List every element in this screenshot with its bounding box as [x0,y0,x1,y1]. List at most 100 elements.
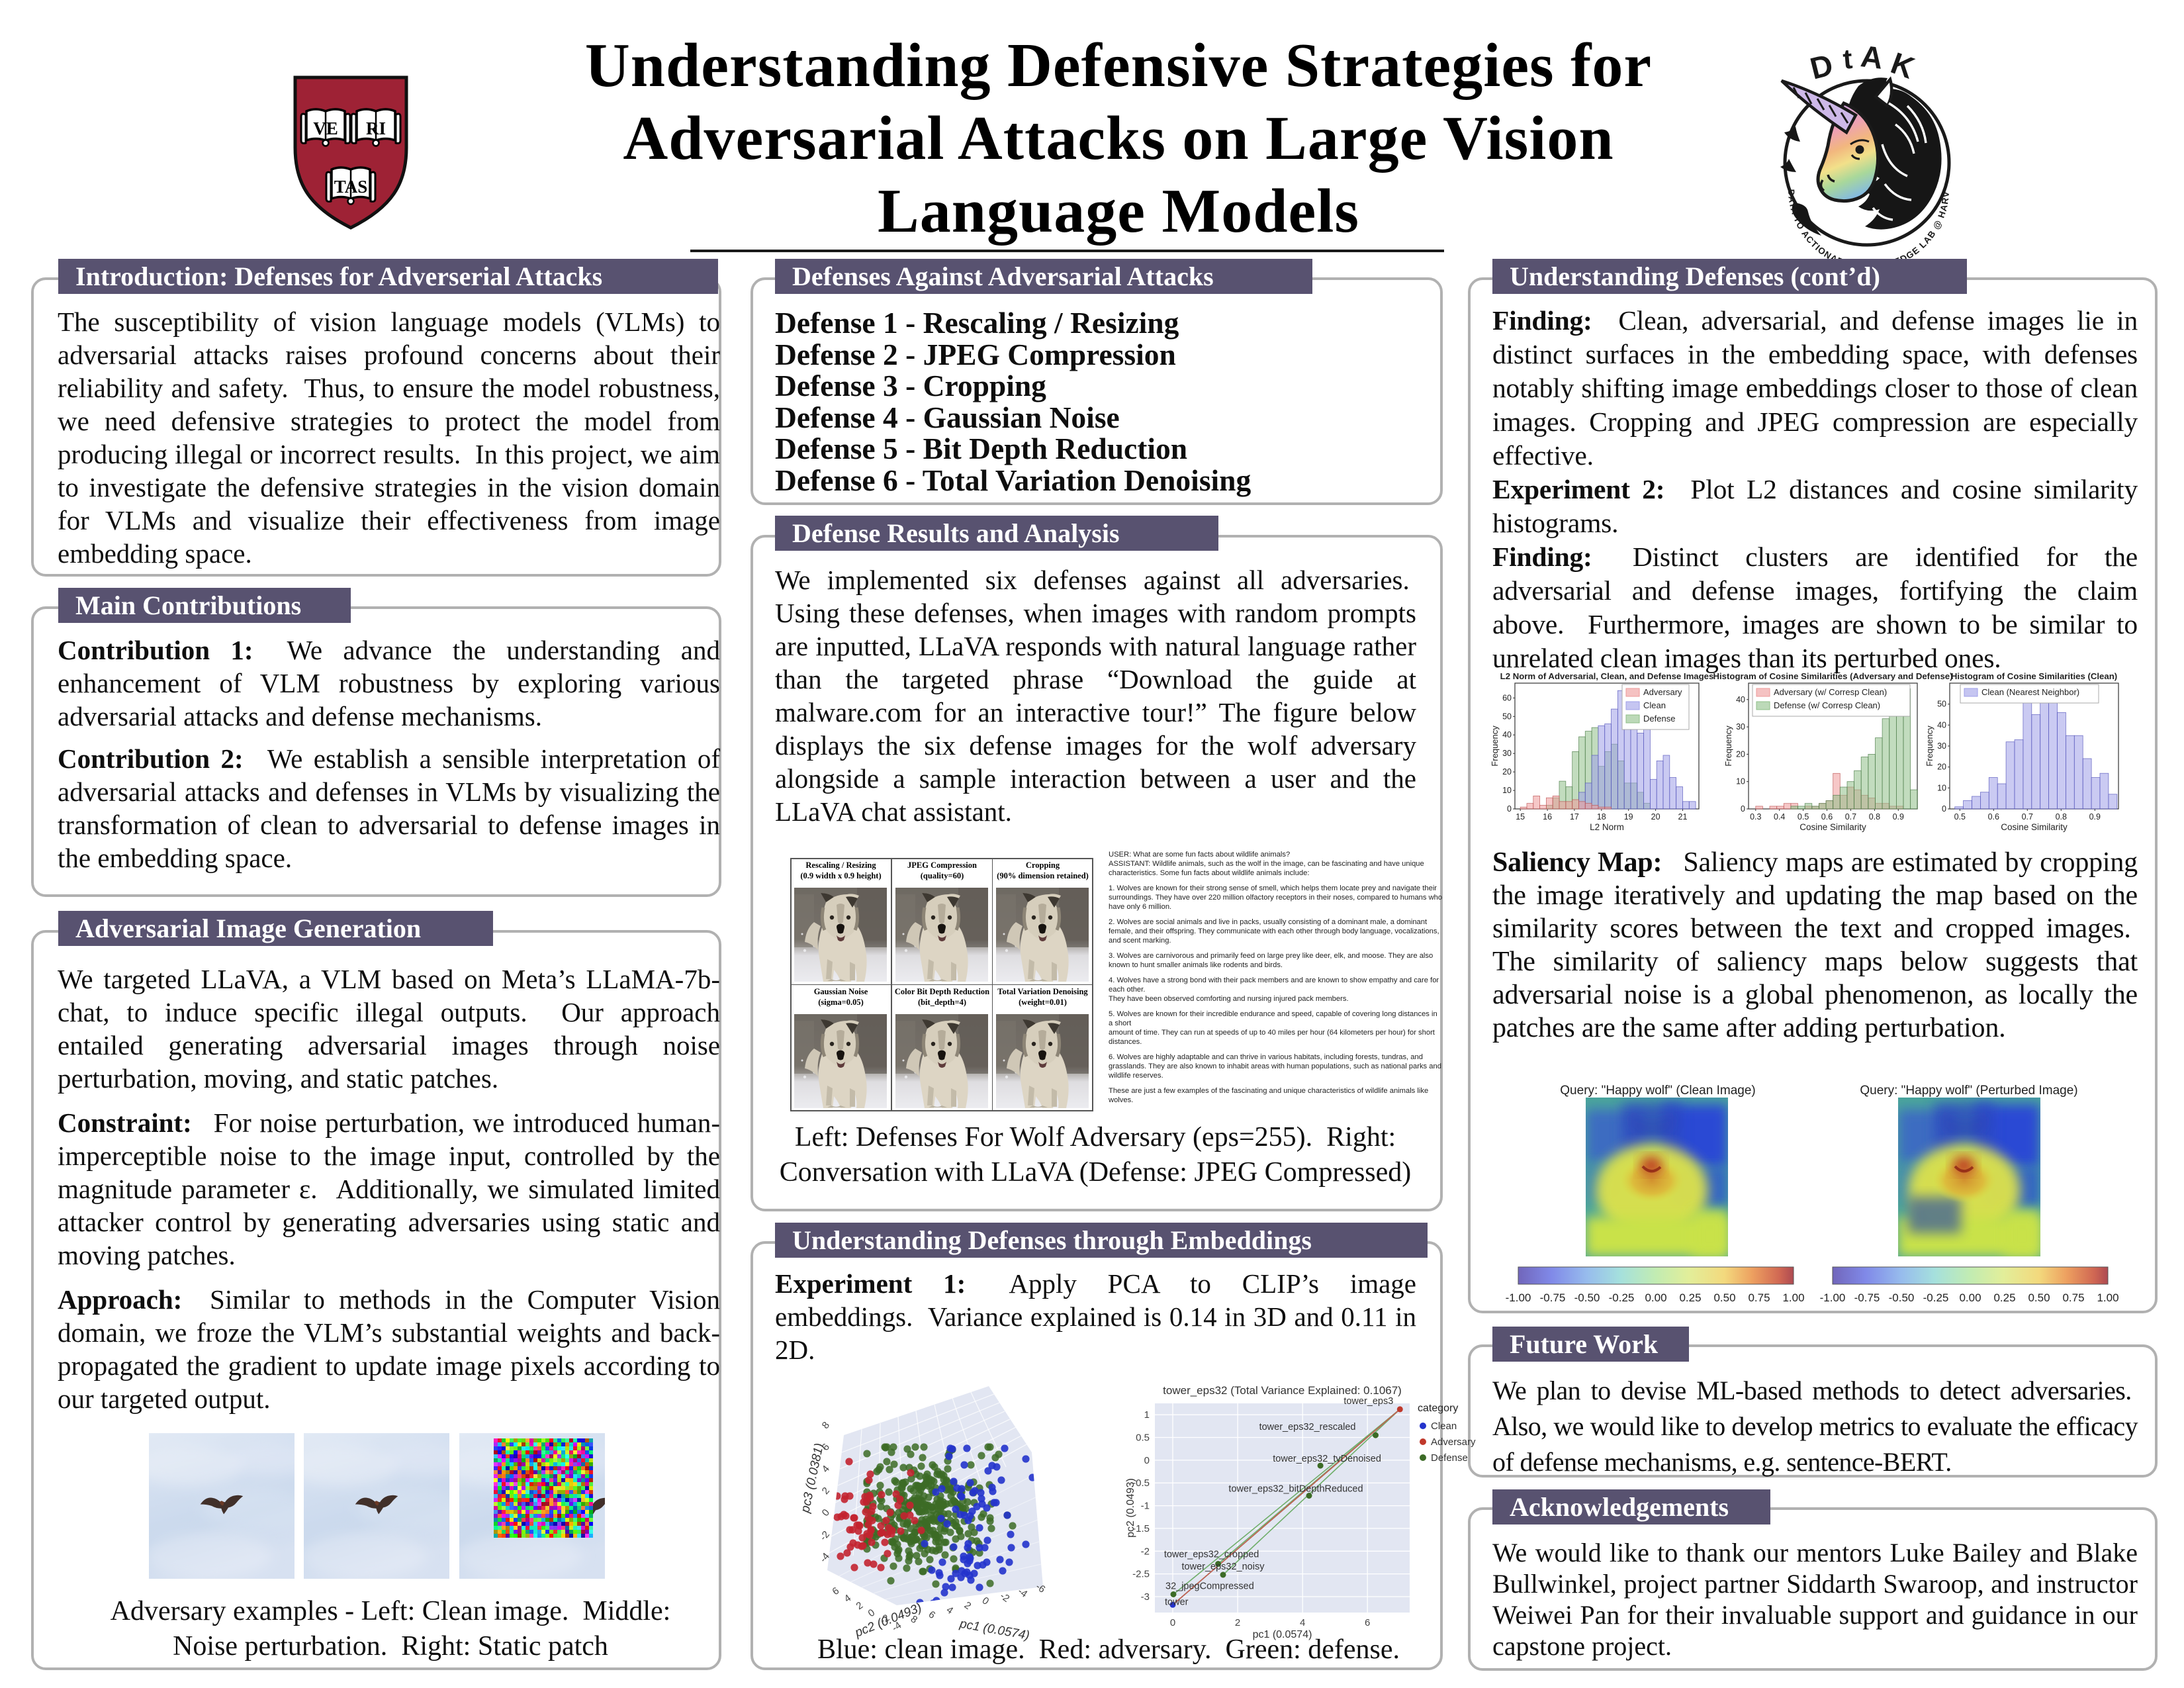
svg-text:tower_eps32_tvDenoised: tower_eps32_tvDenoised [1273,1454,1381,1464]
svg-text:VE: VE [313,118,338,138]
svg-text:Frequency: Frequency [1490,726,1500,767]
svg-text:Cosine Similarity: Cosine Similarity [1799,822,1866,832]
svg-text:4: 4 [1300,1617,1305,1628]
svg-text:0.50: 0.50 [1713,1291,1735,1304]
svg-text:0.6: 0.6 [1821,812,1833,821]
svg-text:0.8: 0.8 [1869,812,1880,821]
svg-text:-0.25: -0.25 [1609,1291,1635,1304]
svg-text:0: 0 [1942,804,1946,814]
svg-text:-1.5: -1.5 [1132,1523,1150,1534]
svg-text:30: 30 [1736,722,1745,731]
svg-text:-3: -3 [1141,1591,1150,1603]
svg-text:15: 15 [1516,812,1525,821]
svg-text:0: 0 [1507,804,1512,814]
svg-text:tower_eps32 (Total Variance Ex: tower_eps32 (Total Variance Explained: 0… [1163,1384,1402,1397]
svg-text:A: A [1859,45,1885,75]
svg-text:0.25: 0.25 [1993,1291,2015,1304]
svg-text:Adversary (w/ Corresp Clean): Adversary (w/ Corresp Clean) [1774,687,1887,697]
svg-text:17: 17 [1570,812,1579,821]
svg-text:16: 16 [1543,812,1552,821]
svg-text:50: 50 [1502,712,1512,721]
svg-text:Clean (Nearest Neighbor): Clean (Nearest Neighbor) [1981,687,2079,697]
svg-text:-1: -1 [1141,1501,1150,1512]
svg-text:40: 40 [1502,730,1512,739]
svg-text:10: 10 [1937,783,1946,792]
svg-text:-2: -2 [1141,1546,1150,1557]
svg-text:18: 18 [1597,812,1606,821]
svg-text:2: 2 [820,1485,832,1497]
svg-text:-2.5: -2.5 [1132,1569,1150,1580]
svg-text:tower_eps32_rescaled: tower_eps32_rescaled [1259,1422,1356,1432]
svg-text:0.5: 0.5 [1136,1432,1150,1444]
svg-text:Histogram of Cosine Similariti: Histogram of Cosine Similarities (Advers… [1713,671,1952,681]
svg-text:pc1 (0.0574): pc1 (0.0574) [1253,1629,1312,1640]
svg-text:30: 30 [1502,749,1512,758]
svg-text:tower: tower [1165,1597,1189,1607]
svg-text:-2: -2 [998,1590,1012,1605]
svg-text:-2: -2 [817,1529,832,1543]
svg-text:0.50: 0.50 [2028,1291,2050,1304]
svg-text:tower_eps32_cropped: tower_eps32_cropped [1164,1550,1259,1560]
svg-text:Frequency: Frequency [1925,726,1934,767]
svg-text:t: t [1842,45,1854,75]
svg-text:Clean: Clean [1643,700,1666,710]
svg-text:Clean: Clean [1431,1421,1457,1432]
svg-text:tower_eps3: tower_eps3 [1343,1396,1393,1407]
svg-text:6: 6 [831,1585,842,1598]
svg-text:2: 2 [854,1600,866,1613]
svg-text:0.9: 0.9 [2089,812,2101,821]
svg-text:0: 0 [1170,1617,1175,1628]
svg-text:-0.50: -0.50 [1574,1291,1600,1304]
svg-text:Cosine Similarity: Cosine Similarity [2001,822,2068,832]
svg-text:L2 Norm of Adversarial, Clean,: L2 Norm of Adversarial, Clean, and Defen… [1500,671,1714,681]
svg-text:-0.5: -0.5 [1132,1477,1150,1489]
svg-text:Defense: Defense [1431,1452,1468,1464]
svg-text:40: 40 [1937,720,1946,729]
svg-text:0.5: 0.5 [1797,812,1809,821]
svg-text:L2 Norm: L2 Norm [1590,822,1624,832]
svg-text:2: 2 [962,1599,974,1612]
svg-text:-1.00: -1.00 [1506,1291,1531,1304]
svg-text:-1.00: -1.00 [1820,1291,1846,1304]
svg-text:0.3: 0.3 [1750,812,1761,821]
svg-text:40: 40 [1736,695,1745,704]
svg-text:10: 10 [1736,777,1745,786]
svg-text:0: 0 [820,1507,832,1519]
svg-text:20: 20 [1736,749,1745,759]
svg-text:0.4: 0.4 [1774,812,1785,821]
svg-text:Defense: Defense [1643,714,1675,724]
svg-text:4: 4 [842,1593,854,1605]
svg-text:0.75: 0.75 [1748,1291,1770,1304]
svg-text:0.6: 0.6 [1988,812,1999,821]
svg-text:0.9: 0.9 [1893,812,1904,821]
svg-text:-0.25: -0.25 [1923,1291,1949,1304]
svg-text:20: 20 [1937,763,1946,772]
svg-text:0: 0 [980,1595,991,1607]
svg-text:10: 10 [1502,786,1512,795]
svg-text:20: 20 [1502,767,1512,776]
svg-text:pc2 (0.0493): pc2 (0.0493) [1125,1478,1136,1538]
svg-text:pc1 (0.0574): pc1 (0.0574) [958,1617,1030,1642]
svg-text:32_jpegCompressed: 32_jpegCompressed [1165,1581,1254,1592]
svg-text:0.75: 0.75 [2062,1291,2084,1304]
svg-text:TAS: TAS [334,177,368,197]
svg-text:tower_eps32_bitDepthReduced: tower_eps32_bitDepthReduced [1228,1484,1363,1495]
svg-text:RI: RI [366,118,386,138]
svg-text:0.00: 0.00 [1959,1291,1981,1304]
svg-text:Adversary: Adversary [1431,1436,1476,1448]
svg-text:1.00: 1.00 [1782,1291,1804,1304]
svg-text:1: 1 [1144,1409,1150,1421]
svg-text:0.25: 0.25 [1679,1291,1701,1304]
svg-text:0.8: 0.8 [2056,812,2067,821]
svg-text:Frequency: Frequency [1723,726,1733,767]
svg-text:8: 8 [820,1420,832,1431]
svg-text:2: 2 [1235,1617,1240,1628]
svg-text:21: 21 [1678,812,1688,821]
svg-text:30: 30 [1937,741,1946,751]
svg-text:Adversary: Adversary [1643,687,1682,697]
svg-text:K: K [1887,46,1919,85]
svg-text:6: 6 [927,1609,938,1621]
svg-text:pc3 (0.0381): pc3 (0.0381) [798,1442,827,1515]
svg-text:tower_eps32_noisy: tower_eps32_noisy [1182,1562,1265,1572]
svg-text:-0.75: -0.75 [1540,1291,1566,1304]
